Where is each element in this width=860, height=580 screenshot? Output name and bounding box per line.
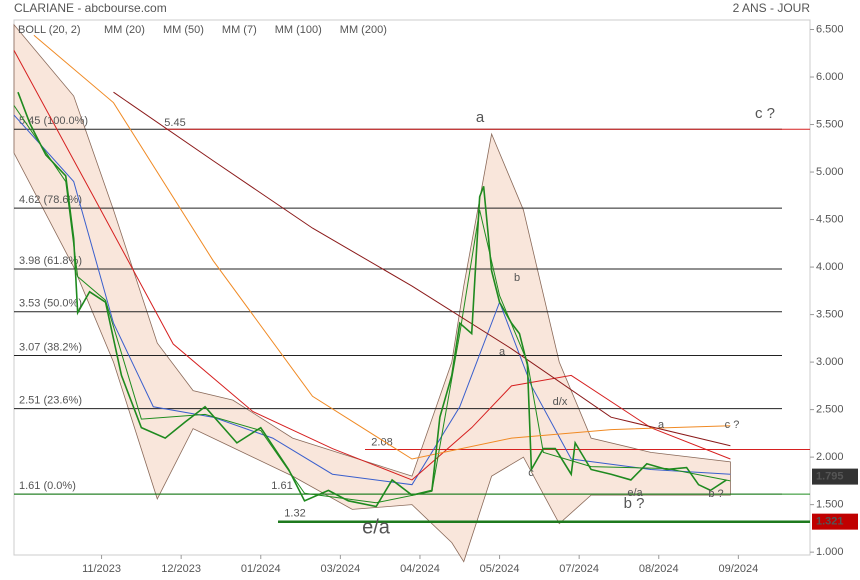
- y-tick-label: 4.000: [816, 261, 844, 273]
- series-line: [13, 114, 731, 486]
- x-tick-label: 03/2024: [320, 563, 360, 575]
- y-tick-label: 6.000: [816, 71, 844, 83]
- series-line: [17, 91, 727, 508]
- wave-label: b ?: [624, 495, 645, 512]
- wave-label: a: [476, 109, 485, 126]
- series-line: [13, 105, 731, 504]
- legend-entry: MM (100): [275, 24, 322, 36]
- y-tick-label: 4.500: [816, 213, 844, 225]
- x-tick-label: 07/2024: [559, 563, 599, 575]
- y-tick-label: 5.500: [816, 118, 844, 130]
- fib-label: 3.07 (38.2%): [19, 341, 82, 353]
- series-line: [113, 91, 731, 447]
- price-box: [812, 468, 858, 485]
- wave-label: c ?: [725, 419, 740, 431]
- wave-label: e/a: [362, 516, 391, 538]
- legend-entry: BOLL (20, 2): [18, 24, 81, 36]
- y-tick-label: 1.500: [816, 499, 844, 511]
- level-label: 1.32: [284, 508, 305, 520]
- y-tick-label: 2.000: [816, 451, 844, 463]
- wave-label: d/x: [553, 396, 568, 408]
- wave-label: c: [528, 467, 534, 479]
- y-tick-label: 2.500: [816, 404, 844, 416]
- legend-entry: MM (200): [340, 24, 387, 36]
- legend-entry: MM (7): [222, 24, 257, 36]
- series-line: [13, 50, 731, 481]
- y-tick-label: 5.000: [816, 166, 844, 178]
- x-tick-label: 09/2024: [718, 563, 758, 575]
- x-tick-label: 04/2024: [400, 563, 440, 575]
- y-tick-label: 1.000: [816, 546, 844, 558]
- price-box: [812, 513, 858, 530]
- fib-label: 2.51 (23.6%): [19, 395, 82, 407]
- y-tick-label: 3.500: [816, 308, 844, 320]
- price-label: 1.321: [816, 516, 844, 528]
- chart-subtitle: 2 ANS - JOUR: [733, 1, 811, 15]
- x-tick-label: 11/2023: [82, 563, 121, 575]
- wave-label: c ?: [755, 105, 775, 122]
- y-tick-label: 6.500: [816, 23, 844, 35]
- chart-title: CLARIANE - abcbourse.com: [14, 1, 167, 15]
- fib-label: 5.45 (100.0%): [19, 115, 88, 127]
- wave-label: a: [499, 346, 506, 358]
- y-tick-label: 3.000: [816, 356, 844, 368]
- level-label: 1.61: [271, 480, 292, 492]
- x-tick-label: 01/2024: [241, 563, 281, 575]
- x-tick-label: 05/2024: [480, 563, 520, 575]
- wave-label: e/a: [627, 487, 643, 499]
- x-tick-label: 08/2024: [639, 563, 679, 575]
- fib-label: 4.62 (78.6%): [19, 194, 82, 206]
- wave-label: a: [658, 419, 665, 431]
- bollinger-band: [13, 23, 731, 563]
- wave-label: b: [514, 272, 520, 284]
- x-tick-label: 12/2023: [161, 563, 201, 575]
- wave-label: b ?: [708, 488, 723, 500]
- fib-label: 3.53 (50.0%): [19, 298, 82, 310]
- fib-label: 1.61 (0.0%): [19, 480, 76, 492]
- series-line: [33, 34, 731, 460]
- legend-entry: MM (20): [104, 24, 145, 36]
- level-label: 2.08: [371, 436, 392, 448]
- fib-label: 3.98 (61.8%): [19, 255, 82, 267]
- legend-entry: MM (50): [163, 24, 204, 36]
- price-label: 1.795: [816, 471, 844, 483]
- level-label: 5.45: [164, 117, 185, 129]
